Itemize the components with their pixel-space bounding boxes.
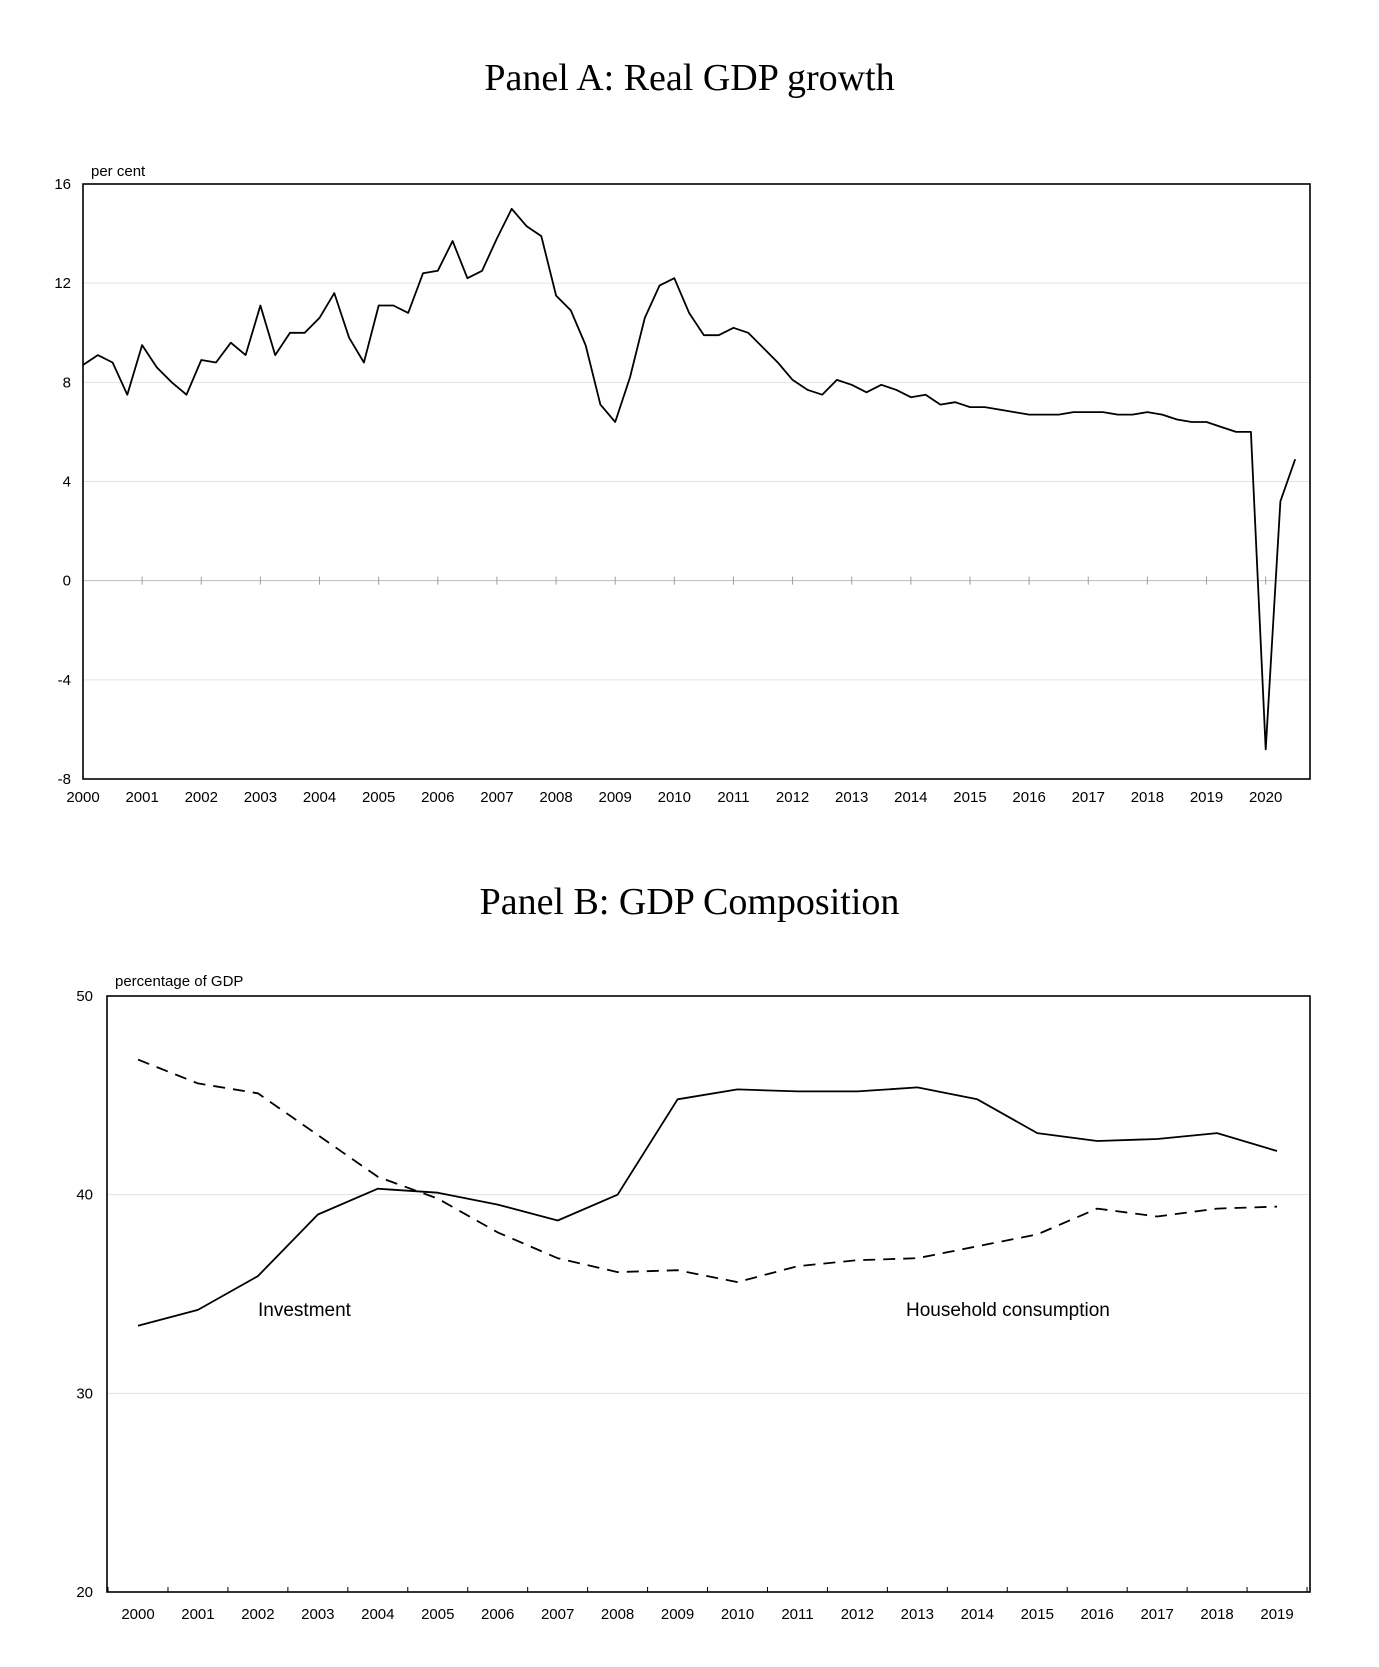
x-tick-label: 2004 <box>303 789 336 806</box>
series-label-investment: Investment <box>258 1300 352 1321</box>
x-tick-label: 2014 <box>961 1606 994 1623</box>
y-tick-label: 16 <box>54 176 71 193</box>
y-tick-label: 0 <box>63 573 71 590</box>
x-tick-label: 2011 <box>717 789 749 806</box>
x-tick-label: 2011 <box>781 1606 813 1623</box>
y-tick-label: -4 <box>58 672 71 689</box>
x-tick-label: 2007 <box>541 1606 574 1623</box>
series-label-household-consumption: Household consumption <box>906 1300 1110 1321</box>
x-tick-label: 2018 <box>1200 1606 1233 1623</box>
x-tick-label: 2000 <box>121 1606 154 1623</box>
x-tick-label: 2003 <box>301 1606 334 1623</box>
x-tick-label: 2001 <box>181 1606 214 1623</box>
x-tick-label: 2005 <box>362 789 395 806</box>
series-line-investment <box>137 1086 1278 1327</box>
x-tick-label: 2000 <box>66 789 99 806</box>
y-tick-label: 50 <box>76 988 93 1005</box>
x-tick-label: 2008 <box>601 1606 634 1623</box>
x-tick-label: 2013 <box>901 1606 934 1623</box>
x-tick-label: 2012 <box>841 1606 874 1623</box>
x-tick-label: 2018 <box>1131 789 1164 806</box>
y-tick-label: 30 <box>76 1385 93 1402</box>
x-tick-label: 2006 <box>481 1606 514 1623</box>
y-tick-label: -8 <box>58 771 71 788</box>
x-tick-label: 2013 <box>835 789 868 806</box>
x-tick-label: 2014 <box>894 789 927 806</box>
x-tick-label: 2016 <box>1012 789 1045 806</box>
x-tick-label: 2004 <box>361 1606 394 1623</box>
plot-frame <box>106 995 1311 1593</box>
x-tick-label: 2015 <box>1021 1606 1054 1623</box>
y-axis-unit-label: percentage of GDP <box>115 973 243 990</box>
x-tick-label: 2007 <box>480 789 513 806</box>
x-tick-label: 2009 <box>661 1606 694 1623</box>
y-axis-unit-label: per cent <box>91 163 146 180</box>
x-tick-label: 2009 <box>599 789 632 806</box>
x-tick-label: 2010 <box>721 1606 754 1623</box>
x-tick-label: 2001 <box>125 789 158 806</box>
x-tick-label: 2019 <box>1260 1606 1293 1623</box>
y-tick-label: 40 <box>76 1187 93 1204</box>
x-tick-label: 2006 <box>421 789 454 806</box>
x-tick-label: 2002 <box>241 1606 274 1623</box>
series-line-gdp-growth <box>82 207 1297 751</box>
panel-a-title: Panel A: Real GDP growth <box>484 57 895 99</box>
x-tick-label: 2003 <box>244 789 277 806</box>
y-tick-label: 4 <box>63 474 71 491</box>
x-tick-label: 2020 <box>1249 789 1282 806</box>
y-tick-label: 20 <box>76 1584 93 1601</box>
y-tick-label: 12 <box>54 275 71 292</box>
x-tick-label: 2017 <box>1072 789 1105 806</box>
x-tick-label: 2017 <box>1140 1606 1173 1623</box>
x-tick-label: 2002 <box>185 789 218 806</box>
y-tick-label: 8 <box>63 374 71 391</box>
x-tick-label: 2008 <box>539 789 572 806</box>
series-line-household-consumption <box>137 1058 1278 1283</box>
plot-frame <box>82 183 1311 780</box>
x-tick-label: 2015 <box>953 789 986 806</box>
x-tick-label: 2016 <box>1081 1606 1114 1623</box>
panel-b-title: Panel B: GDP Composition <box>479 881 900 923</box>
x-tick-label: 2019 <box>1190 789 1223 806</box>
x-tick-label: 2005 <box>421 1606 454 1623</box>
x-tick-label: 2012 <box>776 789 809 806</box>
x-tick-label: 2010 <box>658 789 691 806</box>
